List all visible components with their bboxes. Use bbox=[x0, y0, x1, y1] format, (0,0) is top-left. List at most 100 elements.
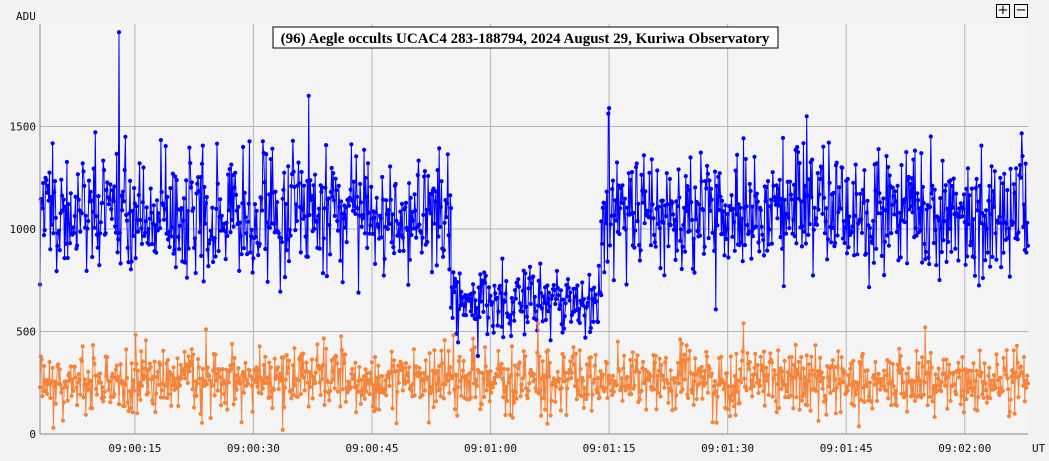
series-1-point bbox=[807, 222, 812, 227]
series-2-point bbox=[935, 376, 941, 381]
series-1-point bbox=[735, 152, 740, 157]
series-1-point bbox=[463, 313, 469, 318]
series-1-point bbox=[378, 215, 383, 221]
series-1-point bbox=[98, 220, 103, 225]
series-2-point bbox=[929, 365, 934, 370]
series-1-point bbox=[582, 313, 587, 318]
series-1-point bbox=[749, 256, 754, 261]
series-2-point bbox=[758, 354, 763, 359]
series-1-point bbox=[754, 224, 759, 229]
series-2-point bbox=[883, 388, 888, 393]
series-1-point bbox=[899, 163, 904, 168]
series-1-point bbox=[200, 143, 205, 148]
series-1-point bbox=[867, 285, 872, 290]
series-1-point bbox=[883, 208, 888, 213]
series-1-point bbox=[493, 291, 498, 296]
series-2-point bbox=[233, 396, 238, 401]
series-1-point bbox=[862, 168, 867, 173]
series-1-point bbox=[525, 320, 530, 325]
series-2-point bbox=[997, 392, 1002, 398]
series-1-point bbox=[1016, 230, 1021, 235]
series-1-point bbox=[620, 183, 625, 188]
series-2-point bbox=[432, 348, 437, 353]
series-2-point bbox=[496, 348, 501, 354]
series-2-point bbox=[47, 359, 52, 365]
series-2-point bbox=[517, 360, 522, 365]
series-2-point bbox=[899, 391, 904, 396]
series-1-point bbox=[820, 211, 825, 216]
series-1-point bbox=[358, 200, 363, 205]
series-1-point bbox=[350, 208, 356, 213]
series-1-point bbox=[442, 220, 447, 225]
series-2-point bbox=[890, 361, 895, 367]
series-1-point bbox=[365, 245, 370, 250]
series-2-point bbox=[646, 377, 651, 383]
series-2-point bbox=[532, 377, 537, 382]
zoom-in-button[interactable]: + bbox=[996, 3, 1010, 18]
series-1-point bbox=[422, 174, 427, 179]
series-2-point bbox=[409, 388, 414, 393]
series-2-point bbox=[67, 371, 72, 376]
zoom-out-button[interactable]: − bbox=[1014, 3, 1028, 18]
series-1-point bbox=[154, 250, 159, 255]
series-2-point bbox=[156, 382, 161, 387]
series-1-point bbox=[163, 144, 168, 149]
series-2-point bbox=[282, 385, 288, 390]
series-1-point bbox=[584, 304, 590, 309]
series-2-point bbox=[78, 392, 83, 397]
series-2-point bbox=[977, 348, 982, 353]
series-2-point bbox=[286, 358, 292, 363]
series-1-point bbox=[320, 271, 326, 276]
series-2-point bbox=[625, 374, 630, 379]
series-2-point bbox=[922, 380, 927, 385]
series-1-point bbox=[416, 158, 421, 163]
series-2-point bbox=[925, 403, 930, 408]
series-2-point bbox=[499, 361, 504, 366]
series-1-point bbox=[114, 151, 119, 156]
series-2-point bbox=[837, 381, 842, 386]
series-1-point bbox=[727, 204, 733, 209]
series-2-point bbox=[451, 333, 456, 338]
series-1-point bbox=[596, 263, 601, 268]
series-2-point bbox=[578, 366, 583, 372]
series-2-point bbox=[471, 381, 476, 386]
series-1-point bbox=[815, 171, 820, 176]
series-1-point bbox=[799, 199, 804, 204]
series-1-point bbox=[587, 272, 592, 277]
series-1-point bbox=[792, 234, 797, 239]
x-tick-label: 09:01:15 bbox=[583, 442, 636, 455]
series-1-point bbox=[870, 240, 875, 246]
series-2-point bbox=[1025, 373, 1030, 378]
series-2-point bbox=[842, 371, 847, 376]
series-2-point bbox=[280, 427, 285, 432]
series-2-point bbox=[195, 381, 200, 386]
series-2-point bbox=[535, 350, 540, 355]
series-1-point bbox=[722, 253, 727, 258]
series-1-point bbox=[300, 207, 305, 212]
series-2-point bbox=[293, 383, 298, 388]
series-2-point bbox=[823, 397, 828, 403]
series-1-point bbox=[851, 180, 856, 185]
series-1-point bbox=[264, 152, 269, 157]
series-2-point bbox=[729, 398, 734, 403]
series-2-point bbox=[593, 352, 598, 357]
series-1-point bbox=[692, 270, 697, 275]
series-2-point bbox=[376, 363, 381, 368]
series-2-point bbox=[135, 411, 140, 416]
series-1-point bbox=[663, 214, 669, 219]
series-2-point bbox=[869, 399, 874, 404]
series-1-point bbox=[94, 214, 99, 219]
series-1-point bbox=[303, 234, 308, 239]
series-1-point bbox=[329, 165, 334, 171]
series-2-point bbox=[265, 375, 270, 380]
series-2-point bbox=[581, 405, 586, 410]
series-2-point bbox=[803, 375, 808, 380]
series-2-point bbox=[853, 392, 858, 397]
series-2-point bbox=[838, 410, 843, 415]
series-1-point bbox=[736, 202, 741, 207]
series-2-point bbox=[753, 351, 758, 356]
series-1-point bbox=[456, 307, 461, 312]
series-2-point bbox=[837, 377, 843, 382]
series-2-point bbox=[872, 382, 877, 387]
series-1-point bbox=[233, 170, 238, 175]
